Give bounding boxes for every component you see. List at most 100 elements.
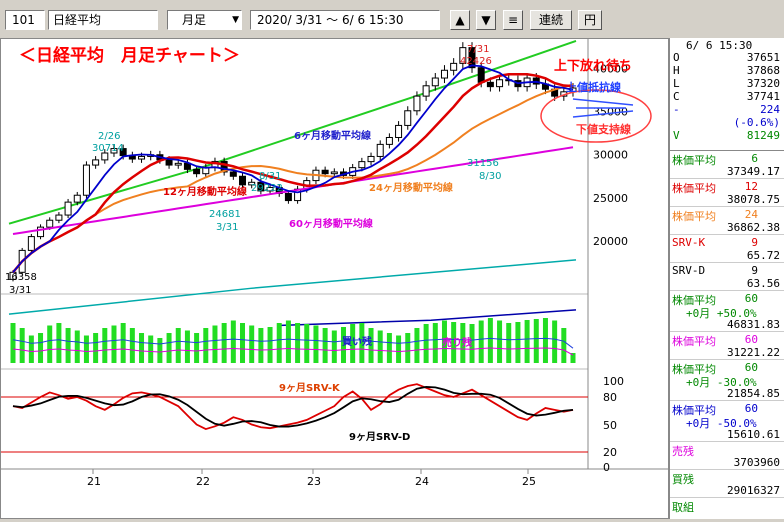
volume-bar: [506, 323, 512, 363]
price-label-0-date: 3/31: [9, 285, 31, 296]
indicator-6[interactable]: 株価平均 60 31221.22: [670, 332, 784, 360]
volume-bar: [148, 335, 154, 363]
candle-body: [266, 186, 274, 192]
chart-svg[interactable]: 21 22 23 24 25 40000 35000 30000 25000 20000 100 8…: [1, 39, 668, 518]
info-date-row: 6/ 6 15:30: [670, 39, 784, 52]
date-range-value: 2020/ 3/31 〜 6/ 6 15:30: [257, 13, 404, 27]
x-tick-label: 22: [196, 475, 210, 488]
price-label-1-value: 30714: [92, 143, 124, 154]
indicator-9[interactable]: 売残 3703960: [670, 442, 784, 470]
indicator-2[interactable]: 株価平均 24 36862.38: [670, 207, 784, 235]
candle-body: [284, 193, 292, 202]
indicator-offset: +0月 +50.0%: [686, 307, 757, 320]
volume-bar: [524, 320, 530, 363]
osc-tick-label: 20: [603, 446, 617, 459]
info-open: 37651: [746, 51, 780, 64]
indicator-0[interactable]: 株価平均 6 37349.17: [670, 151, 784, 179]
name-field[interactable]: 日経平均: [48, 10, 158, 30]
volume-bar: [487, 318, 493, 363]
indicator-3[interactable]: SRV-K 9 65.72: [670, 235, 784, 263]
indicator-period: 12: [744, 180, 758, 193]
ma12-line: [12, 72, 574, 274]
lower-band-50-line: [280, 309, 577, 327]
annotation-resist: 上値抵抗線: [566, 80, 621, 94]
candle-body: [239, 175, 247, 186]
candle-body: [101, 152, 109, 161]
candle-body: [496, 79, 504, 88]
toolbar: 101 日経平均 月足 ▼ 2020/ 3/31 〜 6/ 6 15:30 ▲ ▼…: [0, 0, 784, 39]
volume-bar: [414, 328, 420, 363]
indicator-5[interactable]: 株価平均 60 +0月 +50.0% 46831.83: [670, 291, 784, 332]
indicator-4[interactable]: SRV-D 9 63.56: [670, 263, 784, 291]
indicator-value: 46831.83: [727, 318, 780, 331]
volume-bar: [359, 323, 365, 363]
code-value: 101: [12, 13, 35, 27]
indicator-offset: +0月 -30.0%: [686, 376, 757, 389]
volume-bar: [221, 323, 227, 363]
annotation-ellipse: [540, 89, 652, 143]
candle-body: [220, 160, 228, 173]
indicator-8[interactable]: 株価平均 60 +0月 -50.0% 15610.61: [670, 401, 784, 442]
volume-bar: [432, 323, 438, 363]
indicator-1[interactable]: 株価平均 12 38078.75: [670, 179, 784, 207]
price-label-0-value: 16358: [5, 272, 37, 283]
candle-body: [82, 164, 90, 196]
indicator-name: SRV-D: [672, 264, 706, 277]
volume-bar: [166, 333, 172, 363]
volume-bar: [212, 325, 218, 363]
date-range-field[interactable]: 2020/ 3/31 〜 6/ 6 15:30: [250, 10, 440, 30]
chart-frame: 21 22 23 24 25 40000 35000 30000 25000 20000 100 8…: [0, 38, 669, 519]
volume-bar: [157, 338, 163, 363]
indicator-value: 38078.75: [727, 193, 780, 206]
volume-bar: [396, 335, 402, 363]
ma60-label: 60ヶ月移動平均線: [289, 217, 373, 230]
candle-body: [358, 161, 366, 169]
info-close: 37741: [746, 90, 780, 103]
ma24-line: [12, 83, 574, 273]
menu-button[interactable]: ≡: [503, 10, 523, 30]
period-select[interactable]: 月足 ▼: [167, 10, 242, 30]
info-open-row: O 37651: [673, 51, 780, 64]
volume-bar: [258, 328, 264, 363]
candle-body: [404, 110, 412, 126]
candle-body: [257, 181, 265, 192]
volume-bar: [267, 327, 273, 363]
volume-bar: [350, 324, 356, 363]
volume-bar: [194, 333, 200, 363]
osc-tick-label: 0: [603, 461, 610, 474]
indicator-value: 65.72: [746, 249, 780, 262]
candle-body: [413, 95, 421, 112]
info-change: 224: [760, 103, 780, 116]
volume-bar: [552, 320, 558, 363]
price-label-4-date: 7/31: [467, 44, 489, 55]
indicator-value: 3703960: [733, 456, 780, 469]
volume-bar: [515, 322, 521, 363]
up-arrow-button[interactable]: ▲: [450, 10, 470, 30]
x-tick-label: 21: [87, 475, 101, 488]
indicator-value: 31221.22: [727, 346, 780, 359]
yen-button[interactable]: 円: [578, 10, 602, 30]
candle-body: [229, 171, 237, 177]
volume-bar: [295, 323, 301, 363]
down-arrow-button[interactable]: ▼: [476, 10, 496, 30]
volume-bar: [203, 328, 209, 363]
sell-balance-line: [12, 347, 574, 356]
volume-bar: [175, 328, 181, 363]
price-label-3-value: 24681: [209, 209, 241, 220]
volume-bar: [83, 335, 89, 363]
srvk-label: 9ヶ月SRV-K: [279, 382, 341, 394]
ma6-line: [12, 64, 574, 273]
info-low-row: L 37320: [673, 77, 780, 90]
volume-bar: [285, 320, 291, 363]
volume-bar: [313, 325, 319, 363]
price-label-1-date: 2/26: [98, 131, 120, 142]
indicator-value: 37349.17: [727, 165, 780, 178]
indicator-11[interactable]: 取組: [670, 498, 784, 519]
x-tick-label: 25: [522, 475, 536, 488]
continuous-button[interactable]: 連続: [530, 10, 572, 30]
code-field[interactable]: 101: [5, 10, 45, 30]
ma24-label: 24ヶ月移動平均線: [369, 181, 453, 194]
indicator-7[interactable]: 株価平均 60 +0月 -30.0% 21854.85: [670, 360, 784, 401]
indicator-name: 株価平均: [672, 182, 716, 195]
indicator-10[interactable]: 買残 29016327: [670, 470, 784, 498]
